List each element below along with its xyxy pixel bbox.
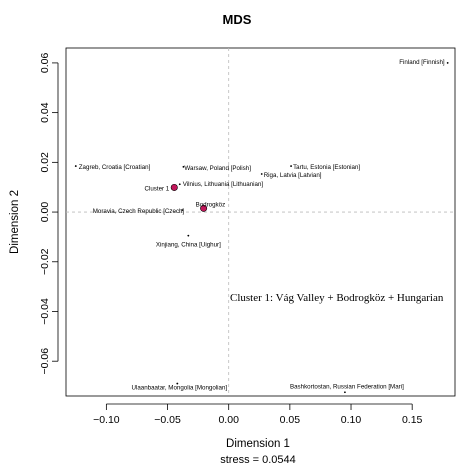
x-axis-label: Dimension 1	[226, 438, 290, 450]
point-label: Xinjiang, China [Uighur]	[156, 242, 221, 249]
data-point	[176, 382, 179, 385]
y-tick-label: 0.02	[39, 152, 51, 173]
x-axis: −0.10 −0.05 0.00 0.05 0.10 0.15	[93, 403, 423, 426]
x-tick-label: 0.05	[280, 414, 301, 426]
point-label: Ulaanbaatar, Mongolia [Mongolian]	[132, 385, 228, 392]
x-tick-label: −0.10	[93, 414, 120, 426]
y-tick-label: −0.02	[39, 248, 51, 275]
point-label: Zagreb, Croatia [Croatian]	[79, 164, 151, 171]
y-tick-label: −0.06	[39, 348, 51, 375]
chart-title: MDS	[223, 12, 252, 27]
y-axis-label: Dimension 2	[9, 190, 21, 254]
stress-label: stress = 0.0544	[220, 454, 296, 466]
data-point	[290, 165, 292, 167]
cluster-annotation: Cluster 1: Vág Valley + Bodrogköz + Hung…	[230, 292, 444, 304]
point-label: Bashkortostan, Russian Federation [Mari]	[290, 383, 404, 390]
point-label: Tartu, Estonia [Estonian]	[293, 164, 360, 171]
y-tick-label: 0.06	[39, 53, 51, 74]
plot-frame	[65, 47, 456, 397]
data-point	[446, 62, 449, 64]
point-label: Moravia, Czech Republic [Czech]	[93, 208, 185, 215]
data-point	[178, 183, 181, 186]
y-tick-label: 0.00	[39, 202, 51, 223]
cluster-point	[170, 183, 178, 191]
point-label: Vilnius, Lithuania [Lithuanian]	[183, 181, 264, 188]
data-point	[182, 165, 185, 168]
y-axis: −0.06 −0.04 −0.02 0.00 0.02 0.04 0.06	[39, 53, 59, 375]
x-tick-label: −0.05	[154, 414, 181, 426]
point-label: Bodrogköz	[196, 201, 226, 208]
point-label: Finland [Finnish]	[399, 59, 445, 66]
point-label: Cluster 1	[144, 185, 169, 192]
x-tick-label: 0.10	[341, 414, 362, 426]
data-point	[344, 391, 346, 394]
data-point	[187, 234, 190, 237]
data-point	[260, 173, 263, 175]
data-point	[74, 165, 77, 167]
point-label: Riga, Latvia [Latvian]	[264, 172, 322, 179]
data-point	[181, 209, 184, 211]
y-tick-label: 0.04	[39, 102, 51, 123]
x-tick-label: 0.00	[218, 414, 239, 426]
cluster-point	[200, 204, 208, 212]
point-label: Warsaw, Poland [Polish]	[184, 165, 251, 172]
reference-lines	[66, 48, 455, 396]
data-points: Finland [Finnish] Zagreb, Croatia [Croati…	[74, 59, 449, 394]
y-tick-label: −0.04	[39, 298, 51, 325]
x-tick-label: 0.15	[402, 414, 423, 426]
